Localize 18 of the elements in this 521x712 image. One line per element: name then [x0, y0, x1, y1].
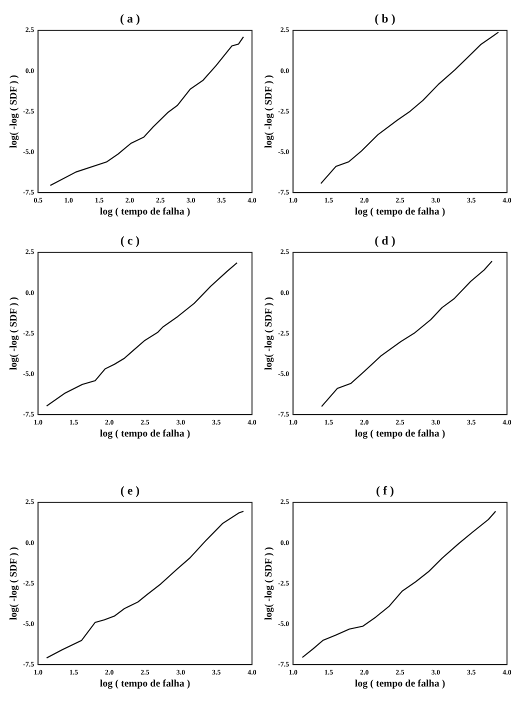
chart-title: ( d )	[374, 233, 396, 248]
y-axis-title: log( -log ( SDF ) )	[8, 546, 20, 620]
x-axis-title: log ( tempo de falha )	[100, 206, 190, 218]
x-axis-title: log ( tempo de falha )	[354, 678, 446, 690]
y-axis-title: log( -log ( SDF ) )	[264, 74, 275, 148]
y-axis-title: log( -log ( SDF ) )	[8, 74, 20, 148]
y-axis-title: log( -log ( SDF ) )	[264, 296, 275, 370]
chart-title: ( f )	[376, 483, 394, 498]
y-axis-title: log( -log ( SDF ) )	[8, 296, 20, 370]
x-axis-title: log ( tempo de falha )	[354, 428, 446, 440]
y-axis-title: log( -log ( SDF ) )	[264, 546, 275, 620]
x-axis-title: log ( tempo de falha )	[354, 206, 446, 218]
x-axis-title: log ( tempo de falha )	[100, 428, 190, 440]
chart-title: ( e )	[120, 483, 140, 498]
chart-title: ( c )	[120, 233, 140, 248]
x-axis-title: log ( tempo de falha )	[100, 678, 190, 690]
chart-title: ( a )	[120, 11, 140, 26]
chart-title: ( b )	[374, 11, 396, 26]
